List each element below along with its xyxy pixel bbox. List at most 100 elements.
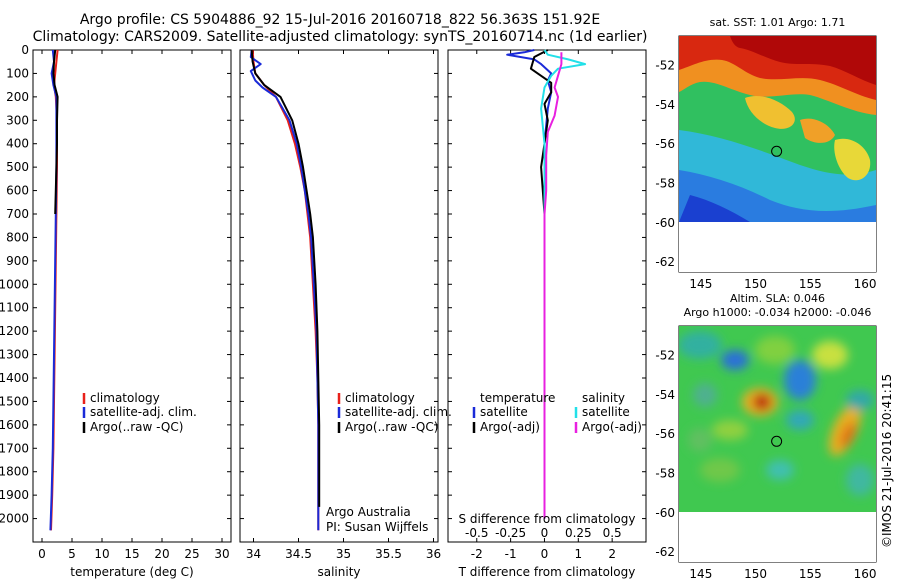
difference-xtick-label: -1	[505, 547, 517, 561]
difference-legend-label: Argo(-adj)	[582, 420, 642, 434]
difference-stick-label: 0.5	[603, 526, 622, 540]
difference-series-line	[543, 52, 563, 519]
sla-anomaly	[846, 464, 874, 496]
salinity-xtick-label: 36	[426, 547, 441, 561]
sla-anomaly	[766, 460, 794, 480]
sla-map-ytick-label: -62	[655, 545, 675, 559]
sst-field	[679, 36, 876, 222]
sla-map-xtick-label: 150	[744, 567, 767, 580]
sla-anomaly	[688, 428, 712, 452]
sla-map-ytick-label: -54	[655, 388, 675, 402]
salinity-xlabel: salinity	[317, 565, 360, 579]
temperature-ytick-label: 1600	[0, 418, 29, 432]
sla-anomaly	[700, 458, 740, 482]
sla-map-ytick-label: -52	[655, 349, 675, 363]
temperature-ytick-label: 700	[6, 207, 29, 221]
temperature-xtick-label: 0	[38, 547, 46, 561]
sst-map-ytick-label: -62	[655, 255, 675, 269]
difference-legend-header: salinity	[582, 391, 625, 405]
temperature-xtick-label: 20	[154, 547, 169, 561]
sla-map-ytick-label: -56	[655, 427, 675, 441]
temperature-ytick-label: 1200	[0, 324, 29, 338]
figure-title-line2: Climatology: CARS2009. Satellite-adjuste…	[32, 29, 648, 45]
sla-field	[679, 326, 876, 512]
sst-map-ytick-label: -54	[655, 98, 675, 112]
sst-nodata	[679, 222, 876, 272]
sst-map-ytick-label: -52	[655, 59, 675, 73]
figure-title-line1: Argo profile: CS 5904886_92 15-Jul-2016 …	[79, 12, 601, 28]
temperature-series-line	[49, 49, 58, 531]
temperature-xtick-label: 30	[214, 547, 229, 561]
sst-map-xtick-label: 155	[799, 277, 822, 291]
sla-map-subtitle: Argo h1000: -0.034 h2000: -0.046	[684, 306, 872, 319]
salinity-frame	[239, 49, 439, 543]
salinity-series-line	[251, 49, 320, 531]
difference-xtick-label: 2	[608, 547, 616, 561]
temperature-legend-label: satellite-adj. clim.	[90, 405, 197, 419]
sla-map-title: Altim. SLA: 0.046	[730, 292, 825, 305]
salinity-xtick-label: 35	[336, 547, 351, 561]
temperature-xtick-label: 10	[94, 547, 109, 561]
difference-xtick-label: 1	[574, 547, 582, 561]
salinity-legend-label: satellite-adj. clim.	[345, 405, 452, 419]
sla-map-ytick-label: -58	[655, 467, 675, 481]
salinity-panel: 34 34.5 35 35.5 36 salinity climatologysatelli…	[239, 49, 452, 579]
temperature-legend-label: Argo(..raw -QC)	[90, 420, 183, 434]
salinity-series-line	[250, 49, 321, 507]
sst-map-ytick-label: -60	[655, 216, 675, 230]
sst-map-xtick-label: 145	[689, 277, 712, 291]
sla-map-xtick-label: 160	[854, 567, 877, 580]
salinity-series-line	[249, 49, 320, 531]
difference-legend-label: satellite	[582, 405, 630, 419]
sst-orange-patch	[800, 118, 835, 143]
sla-anomaly	[721, 350, 749, 370]
temperature-legend-label: climatology	[90, 391, 160, 405]
sst-map: 145 150 155 160 -52 -54 -56 -58 -60 -62 sat. SST: …	[655, 16, 876, 291]
sst-argo-marker	[771, 145, 783, 157]
sla-anomaly	[679, 331, 722, 359]
difference-stick-label: -0.5	[465, 526, 488, 540]
sla-argo-marker	[771, 435, 783, 447]
difference-xlabel: T difference from climatology	[458, 565, 636, 579]
sla-anomaly	[786, 410, 814, 430]
temperature-ytick-label: 1500	[0, 394, 29, 408]
sla-anomaly	[693, 383, 717, 407]
difference-legend-header: temperature	[480, 391, 555, 405]
temperature-ytick-label: 2000	[0, 512, 29, 526]
sla-anomaly	[712, 420, 748, 440]
temperature-xtick-label: 5	[68, 547, 76, 561]
salinity-note: Argo Australia	[326, 505, 411, 519]
salinity-note: PI: Susan Wijffels	[326, 520, 428, 534]
sla-anomaly	[755, 336, 795, 364]
difference-panel: -2 -1 0 1 2 -0.5 -0.25 0 0.25 0.5S difference fro…	[447, 49, 647, 579]
difference-legend-label: Argo(-adj)	[480, 420, 540, 434]
temperature-ytick-label: 1100	[0, 301, 29, 315]
temperature-xtick-label: 15	[124, 547, 139, 561]
temperature-ytick-label: 400	[6, 137, 29, 151]
temperature-ytick-label: 200	[6, 90, 29, 104]
sla-anomaly	[839, 422, 857, 448]
sst-map-ytick-label: -58	[655, 177, 675, 191]
temperature-series-line	[52, 49, 59, 215]
salinity-legend-label: Argo(..raw -QC)	[345, 420, 438, 434]
temperature-ytick-label: 0	[21, 43, 29, 57]
temperature-panel: 0100200300400500600700800900100011001200…	[0, 43, 232, 579]
temperature-ytick-label: 100	[6, 66, 29, 80]
temperature-ytick-label: 600	[6, 184, 29, 198]
sst-map-xtick-label: 150	[744, 277, 767, 291]
sla-map-ytick-label: -60	[655, 506, 675, 520]
temperature-ytick-label: 1800	[0, 465, 29, 479]
sst-deep-blue	[679, 195, 750, 222]
difference-xtick-label: -2	[471, 547, 483, 561]
sst-map-title: sat. SST: 1.01 Argo: 1.71	[710, 16, 846, 29]
sla-anomaly	[846, 390, 874, 410]
temperature-ytick-label: 900	[6, 254, 29, 268]
salinity-xtick-label: 35.5	[375, 547, 402, 561]
temperature-xtick-label: 25	[184, 547, 199, 561]
sst-map-ytick-label: -56	[655, 137, 675, 151]
sla-blobs	[679, 331, 874, 496]
sla-map-xtick-label: 155	[799, 567, 822, 580]
temperature-ytick-label: 1000	[0, 277, 29, 291]
temperature-ytick-label: 1900	[0, 488, 29, 502]
salinity-legend-label: climatology	[345, 391, 415, 405]
